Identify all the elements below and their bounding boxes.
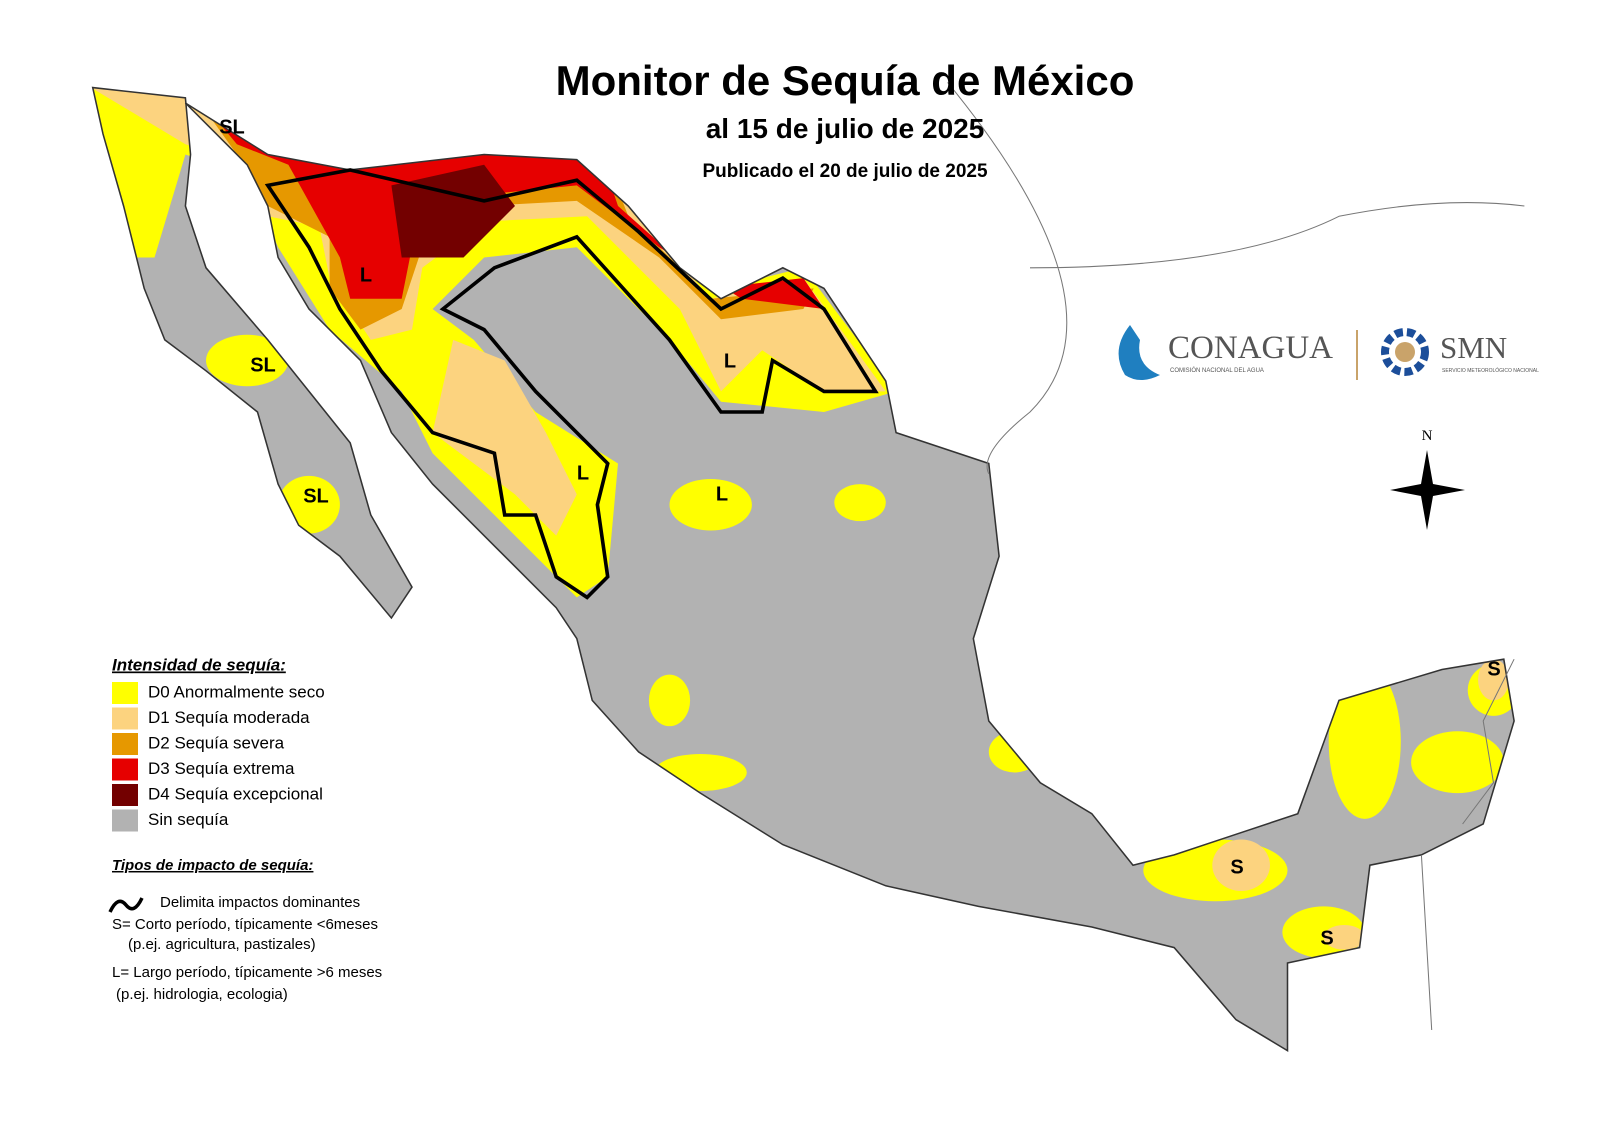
legend-label: Sin sequía xyxy=(148,810,229,829)
compass: N xyxy=(1390,428,1465,530)
impact-type-label: SL xyxy=(250,354,276,376)
compass-rose xyxy=(1390,450,1465,530)
neighbor-coastline xyxy=(947,82,1525,1031)
d0-area xyxy=(648,674,691,727)
legend-swatch xyxy=(112,682,138,704)
conagua-logo: CONAGUA xyxy=(1168,330,1333,366)
impact-text: Delimita impactos dominantes xyxy=(160,894,360,911)
logos: CONAGUA COMISIÓN NACIONAL DEL AGUA SMN S… xyxy=(1118,325,1539,380)
d0-area xyxy=(206,334,289,387)
d1-patches xyxy=(1212,659,1509,950)
conagua-icon xyxy=(1118,325,1160,380)
impact-text: S= Corto período, típicamente <6meses xyxy=(112,916,378,933)
impact-type-label: SL xyxy=(303,485,329,507)
impact-type-label: L xyxy=(716,483,728,505)
impact-type-label: S xyxy=(1230,856,1243,878)
smn-logo: SMN xyxy=(1440,330,1507,365)
legend-swatch xyxy=(112,758,138,781)
legend-swatch xyxy=(112,784,138,806)
impact-boundary xyxy=(264,168,879,600)
smn-icon xyxy=(1381,328,1429,376)
d1-area xyxy=(432,339,577,536)
legend-label: D3 Sequía extrema xyxy=(148,759,295,778)
subtitle: al 15 de julio de 2025 xyxy=(706,113,985,144)
d0-area xyxy=(654,753,747,792)
impact-text: (p.ej. agricultura, pastizales) xyxy=(128,936,316,953)
impact-type-label: S xyxy=(1320,927,1333,949)
legend-label: D4 Sequía excepcional xyxy=(148,784,323,803)
impact-type-label: L xyxy=(724,350,736,372)
legend-label: D1 Sequía moderada xyxy=(148,708,310,727)
legend-swatch xyxy=(112,809,138,832)
d0-area xyxy=(834,484,886,522)
d1-area xyxy=(1212,839,1270,891)
impact-type-label: S xyxy=(1487,658,1500,680)
conagua-subtitle: COMISIÓN NACIONAL DEL AGUA xyxy=(1170,367,1264,374)
d0-area xyxy=(1328,664,1401,819)
impact-text: L= Largo período, típicamente >6 meses xyxy=(112,964,382,981)
legend-label: D2 Sequía severa xyxy=(148,733,285,752)
title: Monitor de Sequía de México xyxy=(556,57,1135,104)
impact-type-label: L xyxy=(577,462,589,484)
legend-title: Intensidad de sequía: xyxy=(112,655,286,674)
impact-title: Tipos de impacto de sequía: xyxy=(112,857,313,874)
compass-north: N xyxy=(1422,428,1433,444)
d0-area xyxy=(669,478,752,531)
impact-text: (p.ej. hidrologia, ecologia) xyxy=(116,986,288,1003)
published-date: Publicado el 20 de julio de 2025 xyxy=(702,161,988,182)
impact-line-sample xyxy=(108,897,144,913)
impact-type-label: L xyxy=(360,264,372,286)
d1-area xyxy=(1478,659,1509,701)
smn-subtitle: SERVICIO METEOROLÓGICO NACIONAL xyxy=(1442,367,1539,374)
impact-legend: Tipos de impacto de sequía: Delimita imp… xyxy=(108,857,382,1003)
d0-area xyxy=(1411,731,1504,794)
legend: Intensidad de sequía: D0 Anormalmente se… xyxy=(112,655,325,832)
d1-area xyxy=(1323,924,1365,950)
legend-label: D0 Anormalmente seco xyxy=(148,682,325,701)
legend-swatch xyxy=(112,707,138,730)
impact-type-label: SL xyxy=(219,116,245,138)
map-labels: SL L SL SL L L L S S S xyxy=(219,116,1500,949)
legend-swatch xyxy=(112,733,138,755)
smn-icon-center xyxy=(1395,342,1415,362)
